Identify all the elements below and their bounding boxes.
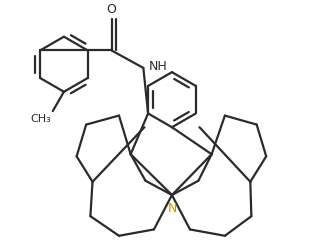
Text: CH₃: CH₃ (30, 113, 51, 123)
Text: N: N (167, 202, 177, 214)
Text: O: O (107, 3, 117, 16)
Text: NH: NH (149, 60, 167, 73)
